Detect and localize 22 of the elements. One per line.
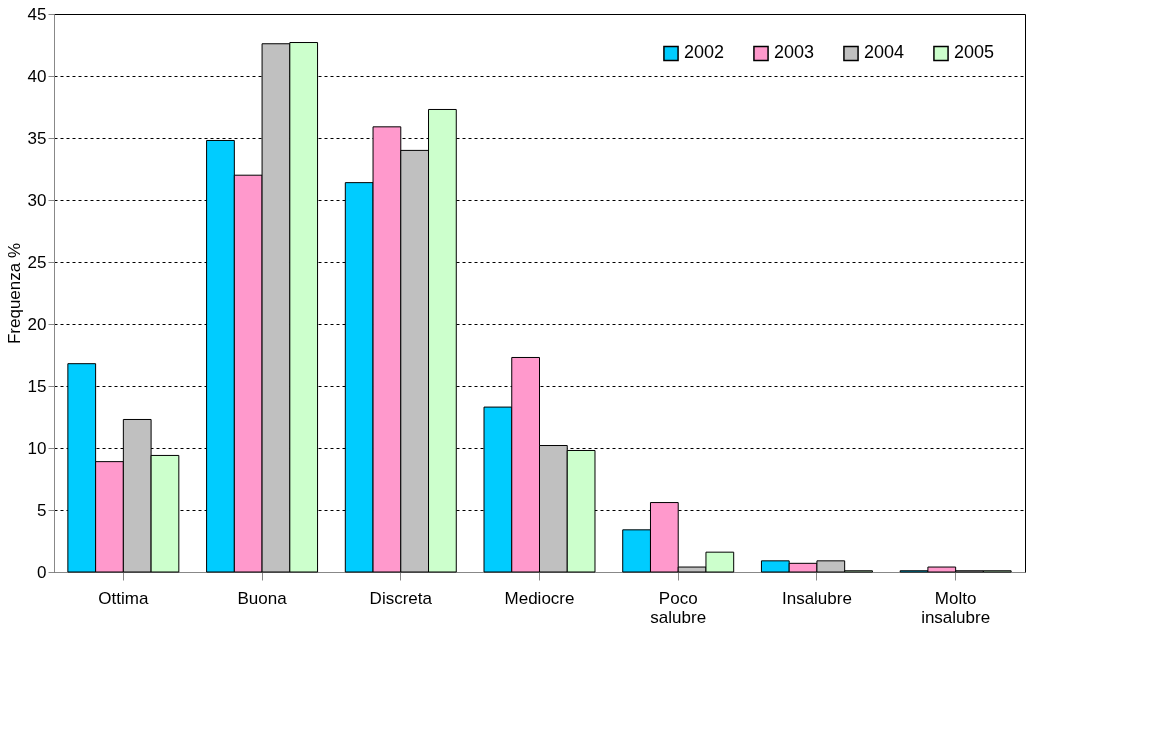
y-axis-title: Frequenza % xyxy=(4,242,24,345)
x-tick-label: Buona xyxy=(237,588,288,608)
y-tick-label: 40 xyxy=(27,66,47,86)
x-tick-label: Discreta xyxy=(369,588,433,608)
y-tick-label: 25 xyxy=(27,252,47,272)
y-tick-label: 35 xyxy=(27,128,47,148)
x-tick-label: Molto insalubre xyxy=(921,588,991,627)
y-tick-label: 30 xyxy=(27,190,47,210)
x-tick-label: Poco salubre xyxy=(650,588,707,627)
y-tick-label: 15 xyxy=(27,376,47,396)
y-tick-label: 45 xyxy=(27,4,47,24)
x-tick-label: Ottima xyxy=(98,588,149,608)
legend-label: 2002 xyxy=(684,42,725,63)
x-tick-label: Mediocre xyxy=(504,588,575,608)
y-tick-label: 10 xyxy=(27,438,47,458)
legend-label: 2004 xyxy=(864,42,905,63)
y-tick-label: 5 xyxy=(37,500,47,520)
x-tick-label: Insalubre xyxy=(781,588,852,608)
y-tick-label: 0 xyxy=(37,562,47,582)
legend-label: 2005 xyxy=(954,42,995,63)
legend-label: 2003 xyxy=(774,42,815,63)
y-tick-label: 20 xyxy=(27,314,47,334)
